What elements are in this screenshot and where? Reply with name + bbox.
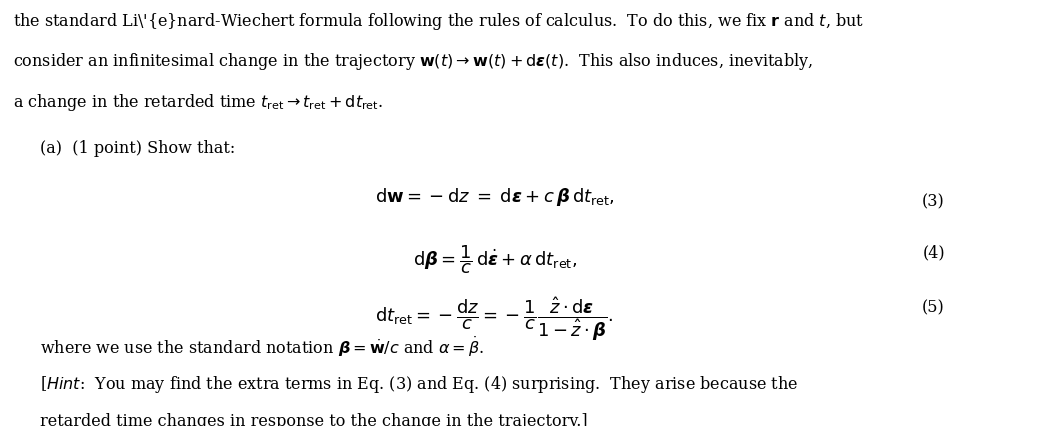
Text: [$\mathit{Hint}$:  You may find the extra terms in Eq. (3) and Eq. (4) surprisin: [$\mathit{Hint}$: You may find the extra… [40,374,798,395]
Text: retarded time changes in response to the change in the trajectory.]: retarded time changes in response to the… [40,413,587,426]
Text: consider an infinitesimal change in the trajectory $\mathbf{w}(t) \rightarrow \m: consider an infinitesimal change in the … [13,52,814,72]
Text: (a)  (1 point) Show that:: (a) (1 point) Show that: [40,140,235,157]
Text: $\mathrm{d}\mathbf{w} = -\mathrm{d}\mathbf{\mathit{z}} \;=\; \mathrm{d}\boldsymb: $\mathrm{d}\mathbf{w} = -\mathrm{d}\math… [374,186,614,208]
Text: where we use the standard notation $\boldsymbol{\beta} = \dot{\mathbf{w}}/c$ and: where we use the standard notation $\bol… [40,335,484,360]
Text: a change in the retarded time $t_\mathrm{ret} \rightarrow t_\mathrm{ret} + \math: a change in the retarded time $t_\mathrm… [13,92,383,113]
Text: $\mathrm{d}t_\mathrm{ret} = -\dfrac{\mathrm{d}z}{c} = -\dfrac{1}{c}\dfrac{\hat{z: $\mathrm{d}t_\mathrm{ret} = -\dfrac{\mat… [375,296,614,343]
Text: $\mathrm{d}\boldsymbol{\beta} = \dfrac{1}{c}\,\mathrm{d}\dot{\boldsymbol{\epsilo: $\mathrm{d}\boldsymbol{\beta} = \dfrac{1… [413,243,577,276]
Text: (4): (4) [922,245,945,262]
Text: (3): (3) [922,193,945,210]
Text: (5): (5) [922,300,945,317]
Text: the standard Li\'{e}nard-Wiechert formula following the rules of calculus.  To d: the standard Li\'{e}nard-Wiechert formul… [13,11,865,32]
